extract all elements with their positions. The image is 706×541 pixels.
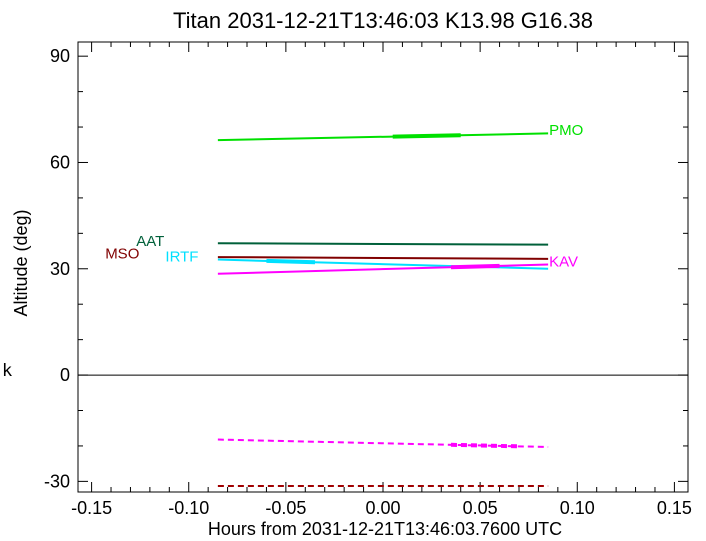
y-tick-label: 90: [50, 46, 70, 66]
site-label-aat: AAT: [136, 233, 164, 250]
x-tick-label: -0.10: [168, 498, 209, 518]
y-tick-label: 60: [50, 152, 70, 172]
x-axis-label: Hours from 2031-12-21T13:46:03.7600 UTC: [208, 519, 562, 539]
y-tick-label: -30: [44, 471, 70, 491]
y-axis-label: Altitude (deg): [11, 209, 31, 316]
series-line-mso: [217, 256, 549, 260]
x-tick-label: 0.10: [560, 498, 595, 518]
x-tick-label: -0.05: [265, 498, 306, 518]
x-tick-label: 0.05: [463, 498, 498, 518]
series-line-pmo-highlight: [392, 133, 461, 139]
plot-frame: [77, 41, 689, 493]
x-tick-label: 0.00: [365, 498, 400, 518]
x-tick-label: 0.15: [657, 498, 692, 518]
x-tick-label: -0.15: [71, 498, 112, 518]
chart-title: Titan 2031-12-21T13:46:03 K13.98 G16.38: [173, 8, 593, 33]
side-glyph: k: [2, 361, 13, 381]
site-label-kav: KAV: [549, 254, 578, 271]
series-line-aat: [217, 242, 549, 246]
site-label-irtf: IRTF: [165, 249, 198, 266]
series-line-kav-highlight: [450, 263, 500, 270]
series-line-pmo: [217, 132, 549, 142]
site-label-pmo: PMO: [549, 122, 583, 139]
series-line-irtf-highlight: [266, 258, 316, 265]
series-line-dashed-5: [217, 438, 549, 448]
y-tick-label: 30: [50, 259, 70, 279]
y-tick-label: 0: [60, 365, 70, 385]
site-label-mso: MSO: [105, 246, 139, 263]
series-line-dashed-5-highlight: [450, 442, 520, 449]
